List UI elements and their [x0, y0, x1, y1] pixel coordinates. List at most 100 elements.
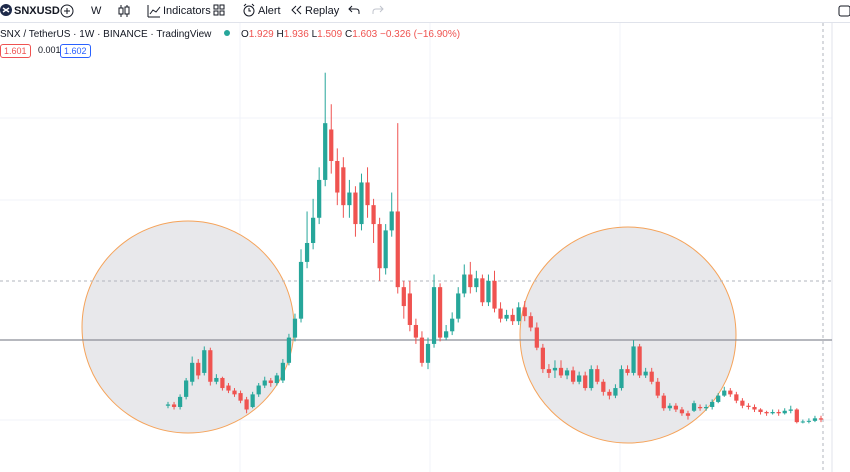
- candle-body: [280, 362, 285, 381]
- label: C: [344, 29, 353, 40]
- candles: [165, 72, 824, 424]
- replay[interactable]: Replay: [305, 5, 340, 17]
- candle-body: [165, 404, 171, 406]
- candle-body: [383, 230, 388, 269]
- candle-body: [697, 406, 703, 409]
- candle-body: [413, 324, 419, 338]
- candle-body: [794, 409, 799, 423]
- candle-body: [667, 405, 672, 409]
- candle-body: [450, 318, 455, 332]
- templates[interactable]: [213, 4, 225, 16]
- candle-body: [619, 369, 624, 389]
- highlight-circle[interactable]: [519, 226, 737, 444]
- candle-body: [679, 409, 685, 414]
- alert-icon[interactable]: [242, 3, 256, 17]
- candle-body: [746, 405, 751, 407]
- candle-body: [601, 381, 606, 392]
- add-symbol[interactable]: [60, 4, 74, 18]
- buy-price[interactable]: 1.602: [60, 44, 91, 58]
- fullscreen[interactable]: [838, 5, 850, 17]
- candle-body: [716, 395, 721, 402]
- candle-body: [728, 390, 733, 395]
- candle-body: [226, 385, 231, 391]
- candle-body: [764, 412, 769, 414]
- candle-body: [444, 331, 449, 338]
- redo[interactable]: [372, 5, 384, 15]
- candle-body: [184, 380, 189, 397]
- candle-body: [304, 242, 310, 262]
- candle-body: [570, 370, 576, 382]
- spread: 0.001: [38, 45, 61, 55]
- candle-body: [341, 167, 346, 206]
- candle-body: [365, 182, 370, 206]
- candle-body: [310, 217, 316, 243]
- alert[interactable]: Alert: [258, 5, 281, 17]
- candle-body: [256, 385, 261, 395]
- candle-body: [286, 337, 292, 363]
- candle-body: [359, 182, 364, 225]
- candle-body: [800, 421, 805, 423]
- candle-body: [818, 418, 824, 420]
- candle-body: [462, 274, 467, 294]
- candle-body: [607, 391, 612, 396]
- candle-body: [220, 377, 225, 389]
- replay-icon[interactable]: [290, 5, 302, 15]
- legend-title: SNX / TetherUS · 1W · BINANCE · TradingV…: [0, 29, 212, 40]
- candle-body: [202, 350, 207, 373]
- candle-body: [589, 369, 594, 389]
- candle-body: [583, 375, 588, 389]
- candle-body: [782, 410, 787, 414]
- value: 1.603: [352, 29, 378, 40]
- chart-type[interactable]: [118, 4, 130, 18]
- candle-body: [389, 211, 394, 231]
- value: 1.936: [283, 29, 309, 40]
- candle-body: [244, 399, 249, 410]
- candle-body: [377, 224, 382, 269]
- indicators[interactable]: Indicators: [163, 5, 211, 17]
- symbol-icon: [0, 4, 12, 16]
- sell-price[interactable]: 1.601: [0, 44, 31, 58]
- candle-body: [407, 293, 412, 325]
- indicators-icon[interactable]: [147, 4, 161, 18]
- candle-body: [353, 192, 358, 225]
- label: O: [240, 29, 249, 40]
- candle-body: [685, 413, 691, 416]
- candle-body: [661, 395, 666, 409]
- highlight-circle[interactable]: [81, 220, 295, 434]
- undo[interactable]: [348, 5, 360, 15]
- candle-body: [655, 381, 660, 396]
- candle-body: [734, 394, 739, 401]
- candle-body: [208, 350, 213, 382]
- candle-body: [492, 280, 497, 309]
- candle-body: [613, 388, 618, 396]
- candle-body: [528, 316, 533, 328]
- candle-body: [788, 409, 793, 411]
- candle-body: [534, 327, 539, 348]
- symbol[interactable]: SNXUSD: [14, 5, 60, 17]
- candle-body: [564, 370, 570, 376]
- candle-body: [722, 390, 727, 396]
- candle-body: [577, 375, 582, 382]
- candle-body: [649, 371, 654, 382]
- candle-body: [704, 406, 709, 409]
- toolbar: SNXUSD W Indicators Alert Replay: [0, 0, 850, 23]
- interval[interactable]: W: [91, 5, 102, 17]
- candle-body: [758, 409, 763, 413]
- candle-body: [262, 380, 267, 386]
- candle-body: [812, 418, 818, 421]
- candle-body: [540, 347, 545, 370]
- candle-body: [480, 278, 485, 303]
- candle-body: [425, 343, 431, 363]
- candle-body: [401, 287, 406, 307]
- legend: SNX / TetherUS · 1W · BINANCE · TradingV…: [0, 29, 460, 40]
- candle-body: [268, 380, 273, 384]
- label: H: [276, 29, 284, 40]
- candle-body: [171, 404, 177, 407]
- candle-body: [329, 129, 334, 162]
- value: 1.929: [248, 29, 274, 40]
- candle-body: [274, 375, 279, 384]
- candle-body: [552, 367, 558, 371]
- change: −0.326 (−16.90%): [380, 29, 461, 40]
- candle-body: [298, 261, 304, 319]
- candle-body: [504, 314, 509, 319]
